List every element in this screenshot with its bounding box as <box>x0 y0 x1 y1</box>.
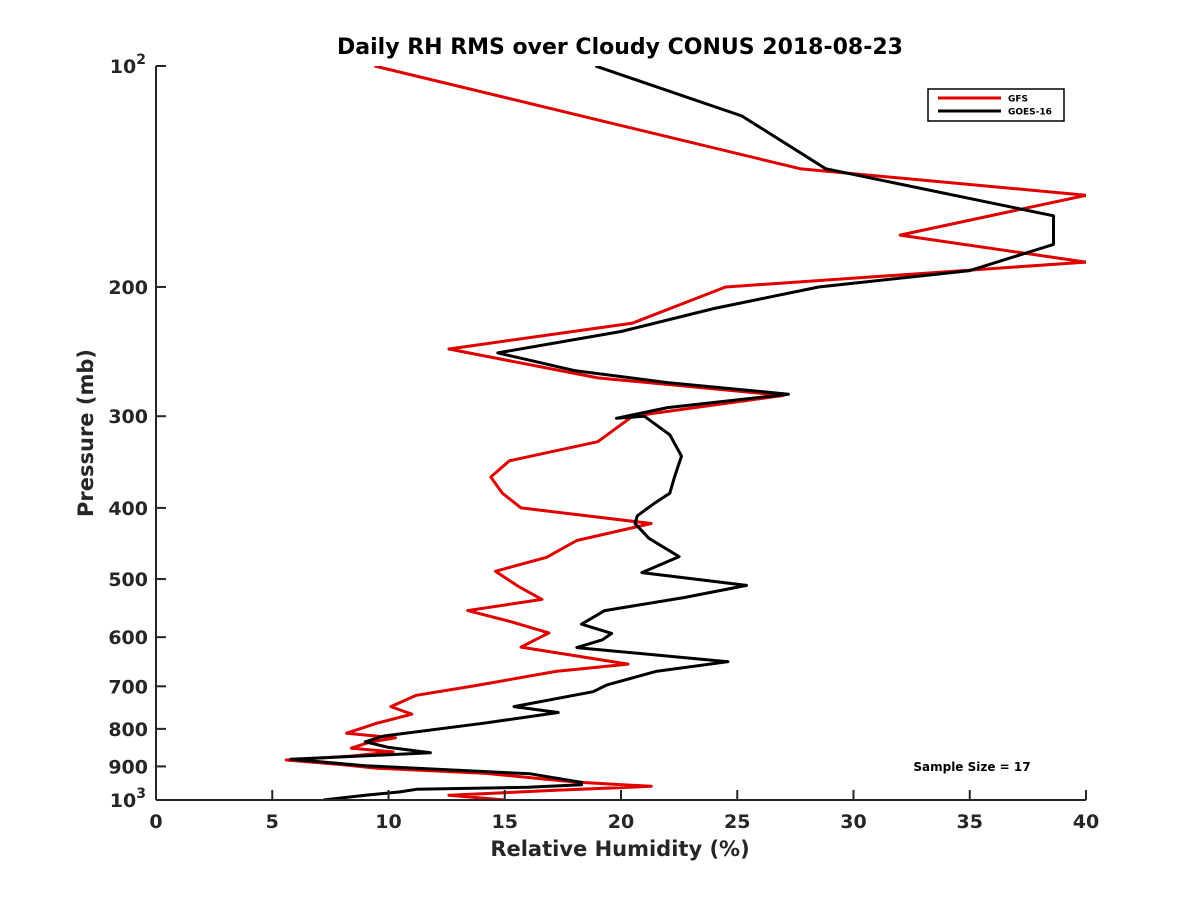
y-tick-label: 400 <box>108 498 148 520</box>
series-layer <box>284 66 1086 800</box>
y-axis-title: Pressure (mb) <box>74 349 98 517</box>
y-tick-label: 102 <box>110 52 146 78</box>
x-tick-label: 0 <box>149 811 162 833</box>
axes-layer: 0 5 10 15 20 25 30 35 40 102 200 300 400 500 600 700 800… <box>108 52 1099 833</box>
y-tick-label: 800 <box>108 719 148 741</box>
legend-label-goes-16: GOES-16 <box>1008 108 1052 118</box>
y-tick-label: 103 <box>110 786 146 812</box>
series-line-goes-16 <box>289 66 1055 800</box>
chart-title: Daily RH RMS over Cloudy CONUS 2018-08-2… <box>337 35 903 60</box>
x-tick-label: 25 <box>724 811 750 833</box>
y-tick-label: 500 <box>108 569 148 591</box>
y-tick-label: 900 <box>108 756 148 778</box>
sample-size-annotation: Sample Size = 17 <box>913 760 1030 774</box>
x-tick-label: 40 <box>1073 811 1099 833</box>
legend-label-gfs: GFS <box>1008 95 1028 105</box>
y-tick-label: 300 <box>108 406 148 428</box>
series-line-gfs <box>284 66 1086 800</box>
x-tick-label: 30 <box>840 811 866 833</box>
x-tick-label: 35 <box>957 811 983 833</box>
legend: GFS GOES-16 <box>927 88 1065 122</box>
y-tick-label: 700 <box>108 676 148 698</box>
x-axis-title: Relative Humidity (%) <box>490 837 749 861</box>
legend-box <box>927 88 1065 122</box>
y-tick-label: 200 <box>108 277 148 299</box>
x-tick-label: 15 <box>492 811 518 833</box>
x-tick-label: 20 <box>608 811 634 833</box>
x-tick-label: 5 <box>266 811 279 833</box>
x-tick-label: 10 <box>375 811 401 833</box>
y-tick-label: 600 <box>108 627 148 649</box>
